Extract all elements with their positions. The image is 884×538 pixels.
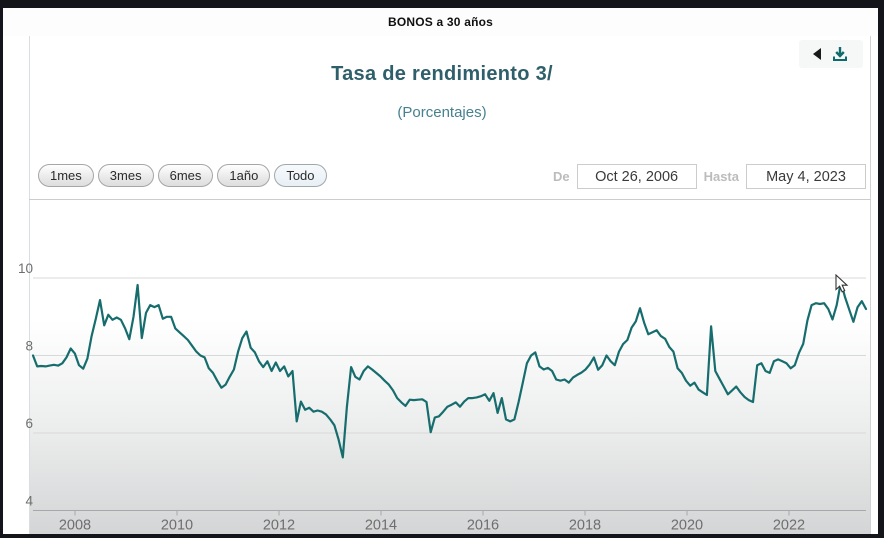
x-axis-label-2022: 2022 bbox=[773, 518, 805, 534]
date-to-input[interactable] bbox=[746, 164, 866, 189]
x-axis-label-2010: 2010 bbox=[161, 518, 193, 534]
range-selector: 1mes 3mes 6mes 1año Todo bbox=[38, 164, 327, 187]
y-axis-label-8: 8 bbox=[25, 339, 33, 354]
page-title: BONOS a 30 años bbox=[387, 15, 494, 29]
download-chart-icon[interactable] bbox=[831, 45, 849, 63]
window-frame-left bbox=[0, 0, 3, 538]
y-axis-label-6: 6 bbox=[25, 416, 33, 431]
date-to-label: Hasta bbox=[703, 169, 739, 184]
chart-export-controls[interactable] bbox=[799, 40, 863, 68]
x-axis-label-2014: 2014 bbox=[365, 518, 397, 534]
x-axis-label-2008: 2008 bbox=[59, 518, 91, 534]
y-axis-label-10: 10 bbox=[18, 261, 33, 276]
date-from-input[interactable] bbox=[576, 164, 697, 189]
chart-title: Tasa de rendimiento 3/ bbox=[331, 63, 553, 85]
x-axis-label-2012: 2012 bbox=[263, 518, 295, 534]
plot-background bbox=[30, 200, 870, 534]
toolbar-divider bbox=[29, 199, 871, 200]
page-header: BONOS a 30 años bbox=[3, 8, 878, 36]
x-axis-label-2018: 2018 bbox=[569, 518, 601, 534]
window-frame-top bbox=[0, 0, 884, 8]
window-frame-bottom bbox=[0, 534, 884, 538]
card-left-border bbox=[29, 36, 30, 534]
range-button-1mes[interactable]: 1mes bbox=[38, 164, 94, 187]
back-arrow-icon[interactable] bbox=[813, 48, 821, 60]
y-axis-label-4: 4 bbox=[25, 494, 33, 509]
chart-subtitle: (Porcentajes) bbox=[397, 104, 487, 121]
date-from-label: De bbox=[552, 169, 570, 184]
range-button-3mes[interactable]: 3mes bbox=[97, 164, 154, 187]
date-range-controls: De Hasta bbox=[553, 164, 866, 189]
range-button-Todo[interactable]: Todo bbox=[274, 164, 327, 187]
yield-line-series[interactable] bbox=[31, 280, 868, 459]
card-right-border bbox=[870, 36, 871, 534]
chart-plot-area[interactable]: 10 8 6 4 2008 2010 2012 2014 2016 2018 2020 2022 bbox=[0, 200, 884, 538]
range-button-6mes[interactable]: 6mes bbox=[157, 164, 214, 187]
x-axis-label-2020: 2020 bbox=[671, 518, 703, 534]
window-frame-right bbox=[878, 0, 884, 538]
x-axis-label-2016: 2016 bbox=[467, 518, 499, 534]
range-button-1año[interactable]: 1año bbox=[217, 164, 271, 187]
